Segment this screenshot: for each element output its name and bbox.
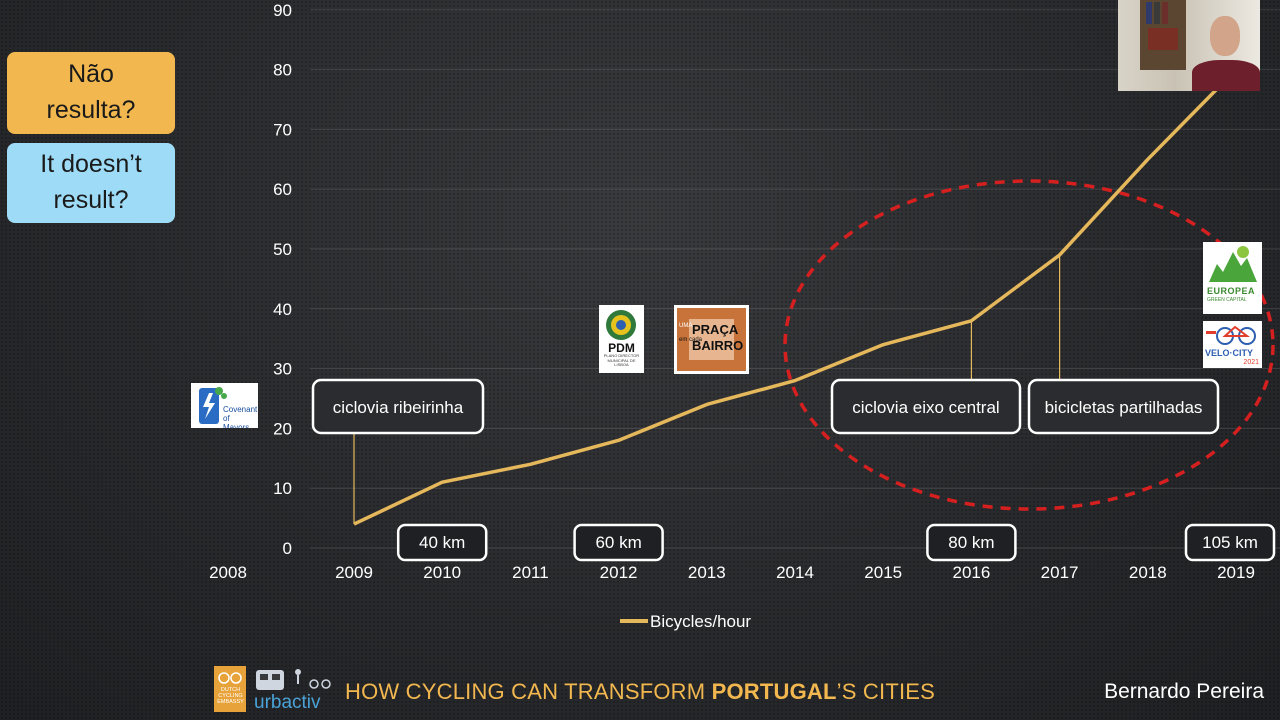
x-tick-label: 2016: [952, 563, 990, 582]
km-label: 40 km: [419, 533, 465, 552]
praca-top: UMA: [679, 323, 693, 329]
y-tick-label: 20: [273, 419, 292, 438]
x-tick-label: 2017: [1041, 563, 1079, 582]
presenter-name: Bernardo Pereira: [1104, 680, 1264, 703]
footer: DUTCH CYCLING EMBASSY: [0, 660, 1280, 720]
callouts: ciclovia ribeirinha ciclovia eixo central…: [311, 378, 1220, 435]
question-en-line1: It doesn’t: [40, 150, 142, 178]
x-tick-label: 2019: [1217, 563, 1255, 582]
y-tick-label: 0: [283, 539, 292, 558]
km-badge: [573, 523, 664, 562]
km-labels: 40 km 60 km 80 km 105 km: [396, 523, 1276, 562]
x-axis: 2008 2009 2010 2011 2012 2013 2014 2015 2016 2017…: [209, 563, 1255, 582]
covenant-of-mayors-logo: Covenant of Mayors: [191, 383, 258, 428]
x-tick-label: 2009: [335, 563, 373, 582]
question-en-line2: result?: [53, 186, 129, 214]
y-tick-label: 10: [273, 479, 292, 498]
covenant-label: Covenant of Mayors: [223, 405, 258, 428]
callout-box: [1027, 378, 1220, 435]
series-line: [353, 68, 1238, 526]
question-box-en: It doesn’t result?: [7, 143, 175, 223]
x-tick-label: 2008: [209, 563, 247, 582]
footer-title-pre: HOW CYCLING CAN TRANSFORM: [345, 679, 712, 704]
x-tick-label: 2014: [776, 563, 814, 582]
velo-title: VELO·CITY: [1205, 348, 1254, 358]
egc-line2: GREEN CAPITAL: [1207, 297, 1247, 303]
european-green-capital-logo: EUROPEA GREEN CAPITAL: [1203, 242, 1262, 314]
y-tick-label: 40: [273, 300, 292, 319]
footer-title-bold: PORTUGAL: [711, 679, 837, 704]
x-tick-label: 2018: [1129, 563, 1167, 582]
callout-box: [311, 378, 485, 435]
question-box-pt: Não resulta?: [7, 52, 175, 134]
presenter-webcam: [1118, 0, 1260, 91]
callout-box: [830, 378, 1022, 435]
egc-line1: EUROPEA: [1207, 286, 1256, 296]
km-badge: [926, 523, 1017, 562]
praca-main1: PRAÇA: [692, 322, 739, 337]
km-label: 80 km: [948, 533, 994, 552]
callout-label: ciclovia eixo central: [852, 398, 999, 417]
y-tick-label: 30: [273, 360, 292, 379]
highlight-ellipse: [783, 179, 1275, 511]
km-label: 105 km: [1202, 533, 1258, 552]
y-tick-label: 50: [273, 240, 292, 259]
question-pt-line1: Não: [68, 60, 114, 88]
y-axis: 0 10 20 30 40 50 60 70 80 90: [273, 1, 292, 558]
legend: Bicycles/hour: [620, 612, 751, 631]
praca-mid: em cada: [679, 337, 703, 343]
callout-label: ciclovia ribeirinha: [333, 398, 464, 417]
praca-bairro-logo: UMA PRAÇA em cada BAIRRO: [674, 305, 749, 374]
km-badge: [1184, 523, 1276, 562]
km-badge: [396, 523, 488, 562]
legend-label: Bicycles/hour: [650, 612, 751, 631]
org-dutch-cycling: DUTCH CYCLING EMBASSY: [217, 687, 244, 705]
question-pt-line2: resulta?: [46, 96, 136, 124]
pdm-logo: PDM PLANO DIRECTOR MUNICIPAL DE LISBOA: [599, 305, 644, 373]
x-tick-label: 2013: [688, 563, 726, 582]
callout-label: bicicletas partilhadas: [1045, 398, 1203, 417]
x-tick-label: 2011: [512, 563, 549, 582]
y-tick-label: 60: [273, 180, 292, 199]
pdm-subtitle: PLANO DIRECTOR MUNICIPAL DE LISBOA: [603, 353, 640, 367]
x-tick-label: 2015: [864, 563, 902, 582]
y-tick-label: 90: [273, 1, 292, 20]
footer-title-post: ’S CITIES: [836, 679, 936, 704]
praca-main2: BAIRRO: [692, 338, 744, 353]
y-tick-label: 70: [273, 120, 292, 139]
velo-year: 2021: [1243, 359, 1259, 366]
x-tick-label: 2010: [423, 563, 461, 582]
footer-title: HOW CYCLING CAN TRANSFORM PORTUGAL’S CIT…: [345, 679, 935, 705]
x-tick-label: 2012: [600, 563, 638, 582]
urbactiv-logo-text: urbactiv: [254, 692, 321, 713]
km-label: 60 km: [595, 533, 641, 552]
velo-city-logo: VELO·CITY 2021: [1203, 321, 1262, 368]
pdm-title: PDM: [608, 341, 635, 355]
y-tick-label: 80: [273, 61, 292, 80]
series-bicycles-hour: [353, 68, 1238, 526]
